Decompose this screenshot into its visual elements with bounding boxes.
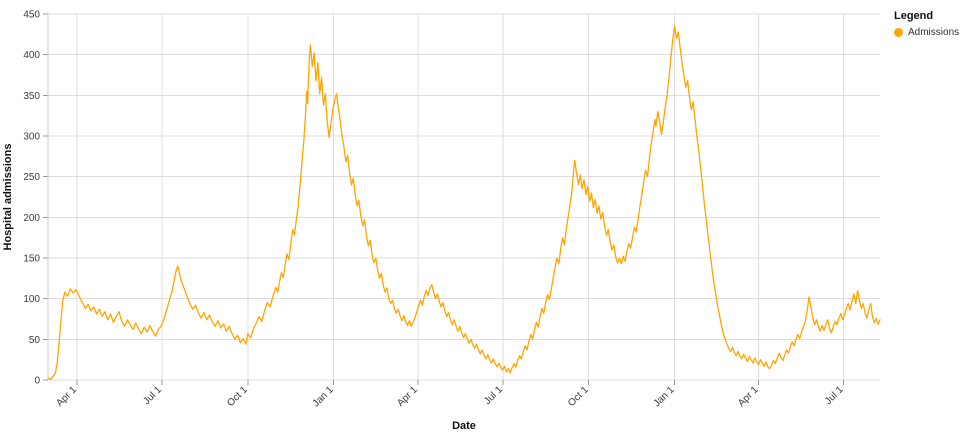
admissions-series-dot-icon xyxy=(894,28,903,37)
x-tick-label: Apr 1 xyxy=(54,384,79,409)
x-tick-label: Jul 1 xyxy=(823,384,846,407)
x-tick-label: Oct 1 xyxy=(566,384,591,409)
y-tick-label: 400 xyxy=(23,50,40,61)
legend: Legend Admissions xyxy=(894,10,959,38)
x-axis-title: Date xyxy=(452,420,476,432)
y-tick-label: 150 xyxy=(23,254,40,265)
admissions-line[interactable] xyxy=(47,25,881,380)
y-tick-label: 350 xyxy=(23,91,40,102)
y-tick-label: 0 xyxy=(34,376,40,387)
x-tick-label: Jan 1 xyxy=(652,384,677,409)
x-tick-label: Jan 1 xyxy=(311,384,336,409)
x-tick-label: Apr 1 xyxy=(395,384,420,409)
y-tick-label: 50 xyxy=(29,335,41,346)
y-tick-label: 200 xyxy=(23,213,40,224)
legend-title: Legend xyxy=(894,10,934,22)
y-axis-title: Hospital admissions xyxy=(2,144,14,251)
y-tick-label: 250 xyxy=(23,172,40,183)
y-tick-label: 450 xyxy=(23,10,40,21)
y-tick-label: 100 xyxy=(23,294,40,305)
x-tick-label: Apr 1 xyxy=(736,384,761,409)
y-tick-label: 300 xyxy=(23,132,40,143)
x-tick-label: Jul 1 xyxy=(482,384,505,407)
x-tick-label: Jul 1 xyxy=(141,384,164,407)
x-tick-label: Oct 1 xyxy=(225,384,250,409)
legend-entry-admissions[interactable]: Admissions xyxy=(894,27,959,38)
legend-entry-label: Admissions xyxy=(908,27,960,38)
